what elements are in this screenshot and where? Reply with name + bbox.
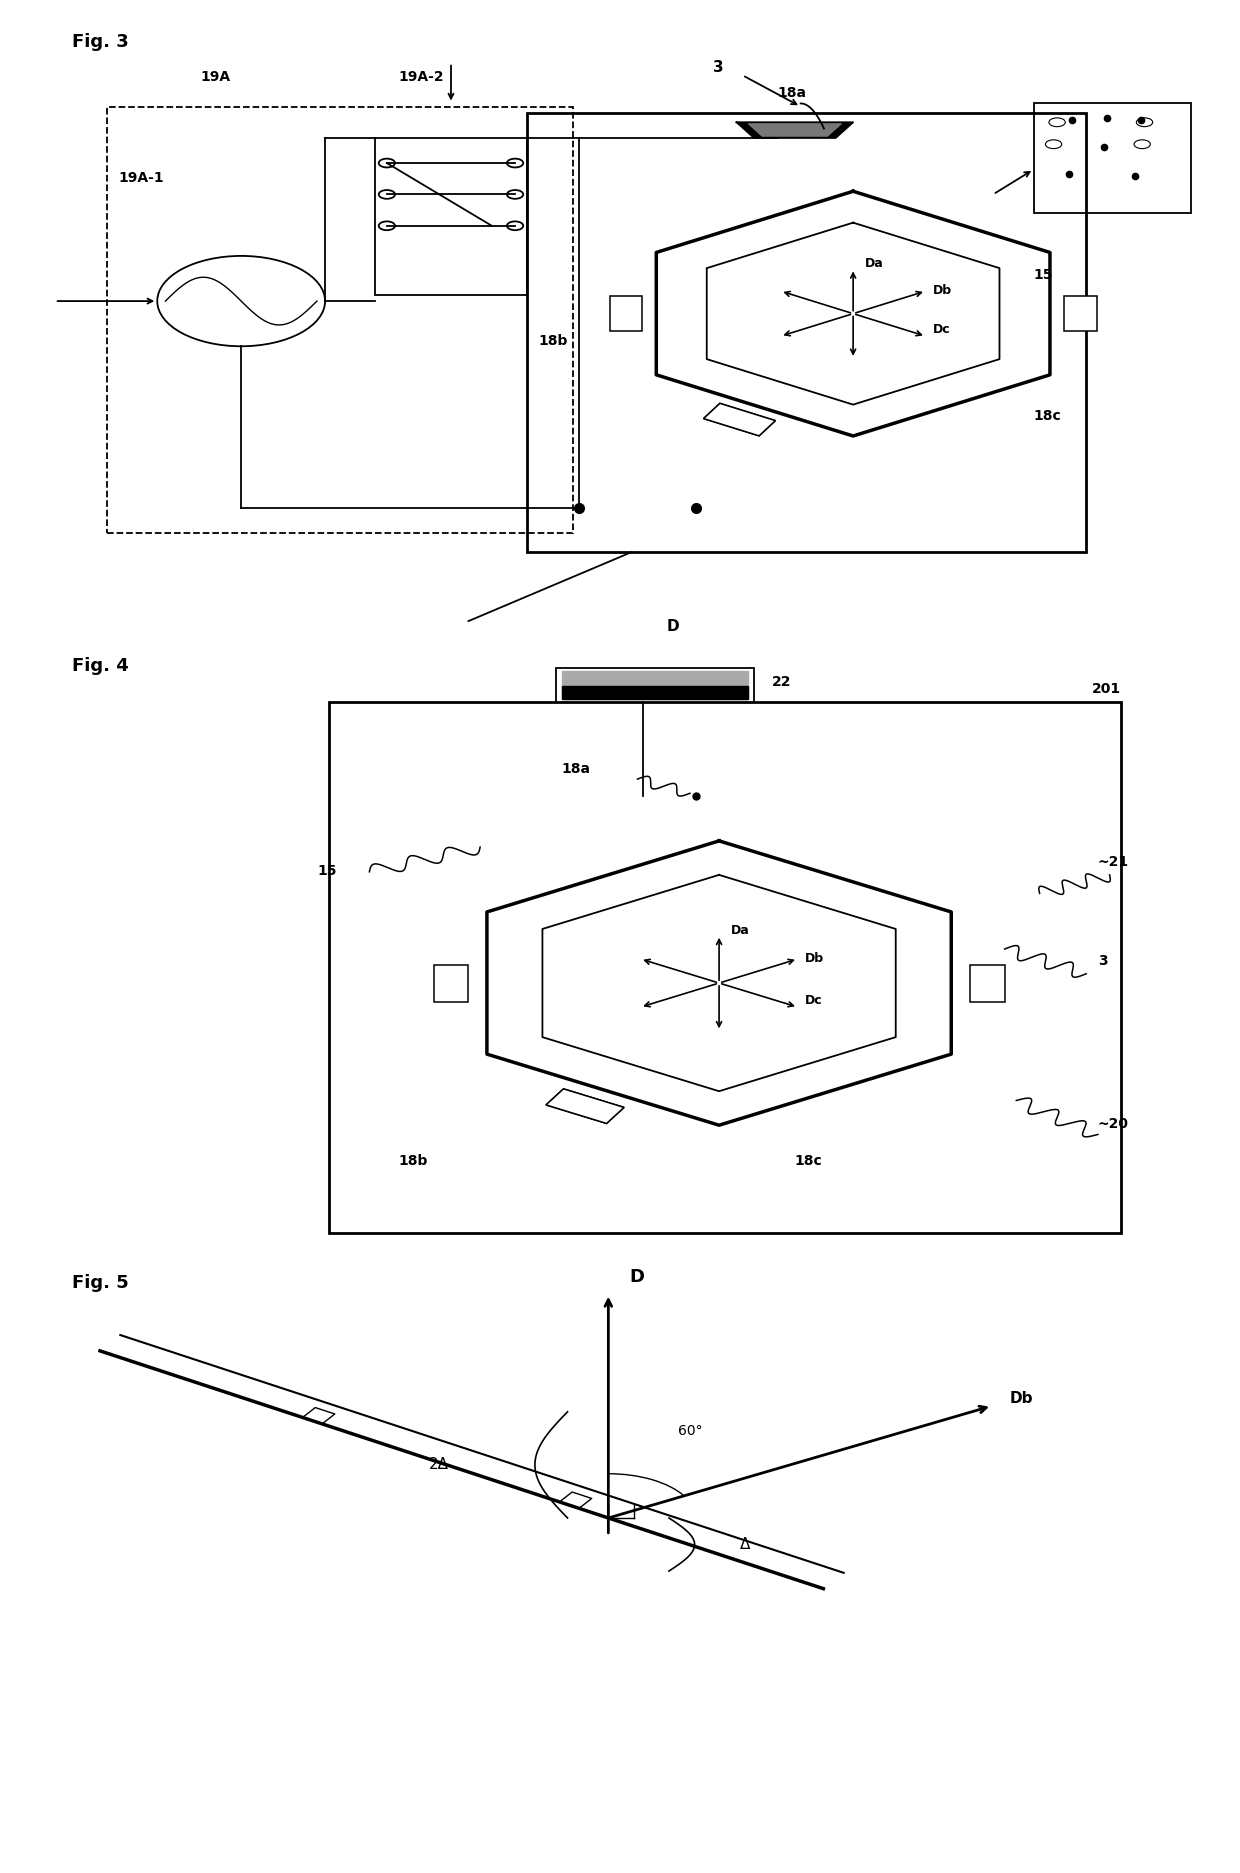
Text: 3: 3 [1097, 953, 1107, 968]
Text: 19A-2: 19A-2 [398, 71, 444, 84]
Text: Db: Db [932, 285, 952, 298]
FancyBboxPatch shape [556, 669, 754, 702]
Polygon shape [1064, 296, 1096, 332]
Text: 15: 15 [317, 863, 336, 878]
Text: 18a: 18a [777, 86, 806, 99]
Text: Db: Db [805, 951, 823, 965]
Text: Fig. 4: Fig. 4 [72, 657, 129, 674]
Text: 18b: 18b [398, 1154, 428, 1169]
Polygon shape [546, 1088, 624, 1124]
Text: Da: Da [730, 923, 749, 936]
Polygon shape [434, 965, 469, 1002]
Text: Da: Da [864, 257, 884, 270]
Polygon shape [562, 686, 748, 699]
Polygon shape [970, 965, 1004, 1002]
Text: ~21: ~21 [1097, 854, 1130, 869]
Polygon shape [610, 296, 642, 332]
Text: 15: 15 [1034, 268, 1053, 283]
Text: 18c: 18c [795, 1154, 822, 1169]
Text: 18a: 18a [562, 762, 590, 775]
Polygon shape [562, 671, 748, 699]
Text: ~20: ~20 [1097, 1118, 1128, 1131]
Polygon shape [703, 403, 775, 436]
Polygon shape [748, 124, 842, 137]
Text: Δ: Δ [739, 1538, 750, 1553]
Text: Dc: Dc [805, 995, 822, 1008]
Text: 3: 3 [713, 60, 724, 75]
Polygon shape [546, 1088, 624, 1124]
Text: D: D [667, 618, 680, 633]
Text: 19A-1: 19A-1 [119, 170, 165, 185]
Text: 60°: 60° [678, 1423, 703, 1438]
Text: 19A: 19A [201, 71, 231, 84]
Text: Db: Db [1009, 1392, 1033, 1407]
Text: 2Δ: 2Δ [429, 1457, 449, 1472]
Polygon shape [703, 403, 775, 436]
Text: Dc: Dc [932, 322, 950, 335]
Text: Fig. 5: Fig. 5 [72, 1274, 129, 1292]
Text: Fig. 3: Fig. 3 [72, 34, 129, 51]
Polygon shape [737, 122, 853, 139]
Text: 201: 201 [1092, 682, 1121, 695]
Text: 18c: 18c [1034, 410, 1061, 423]
Text: 18b: 18b [538, 333, 568, 348]
Text: 22: 22 [771, 676, 791, 689]
Text: D: D [630, 1268, 645, 1287]
